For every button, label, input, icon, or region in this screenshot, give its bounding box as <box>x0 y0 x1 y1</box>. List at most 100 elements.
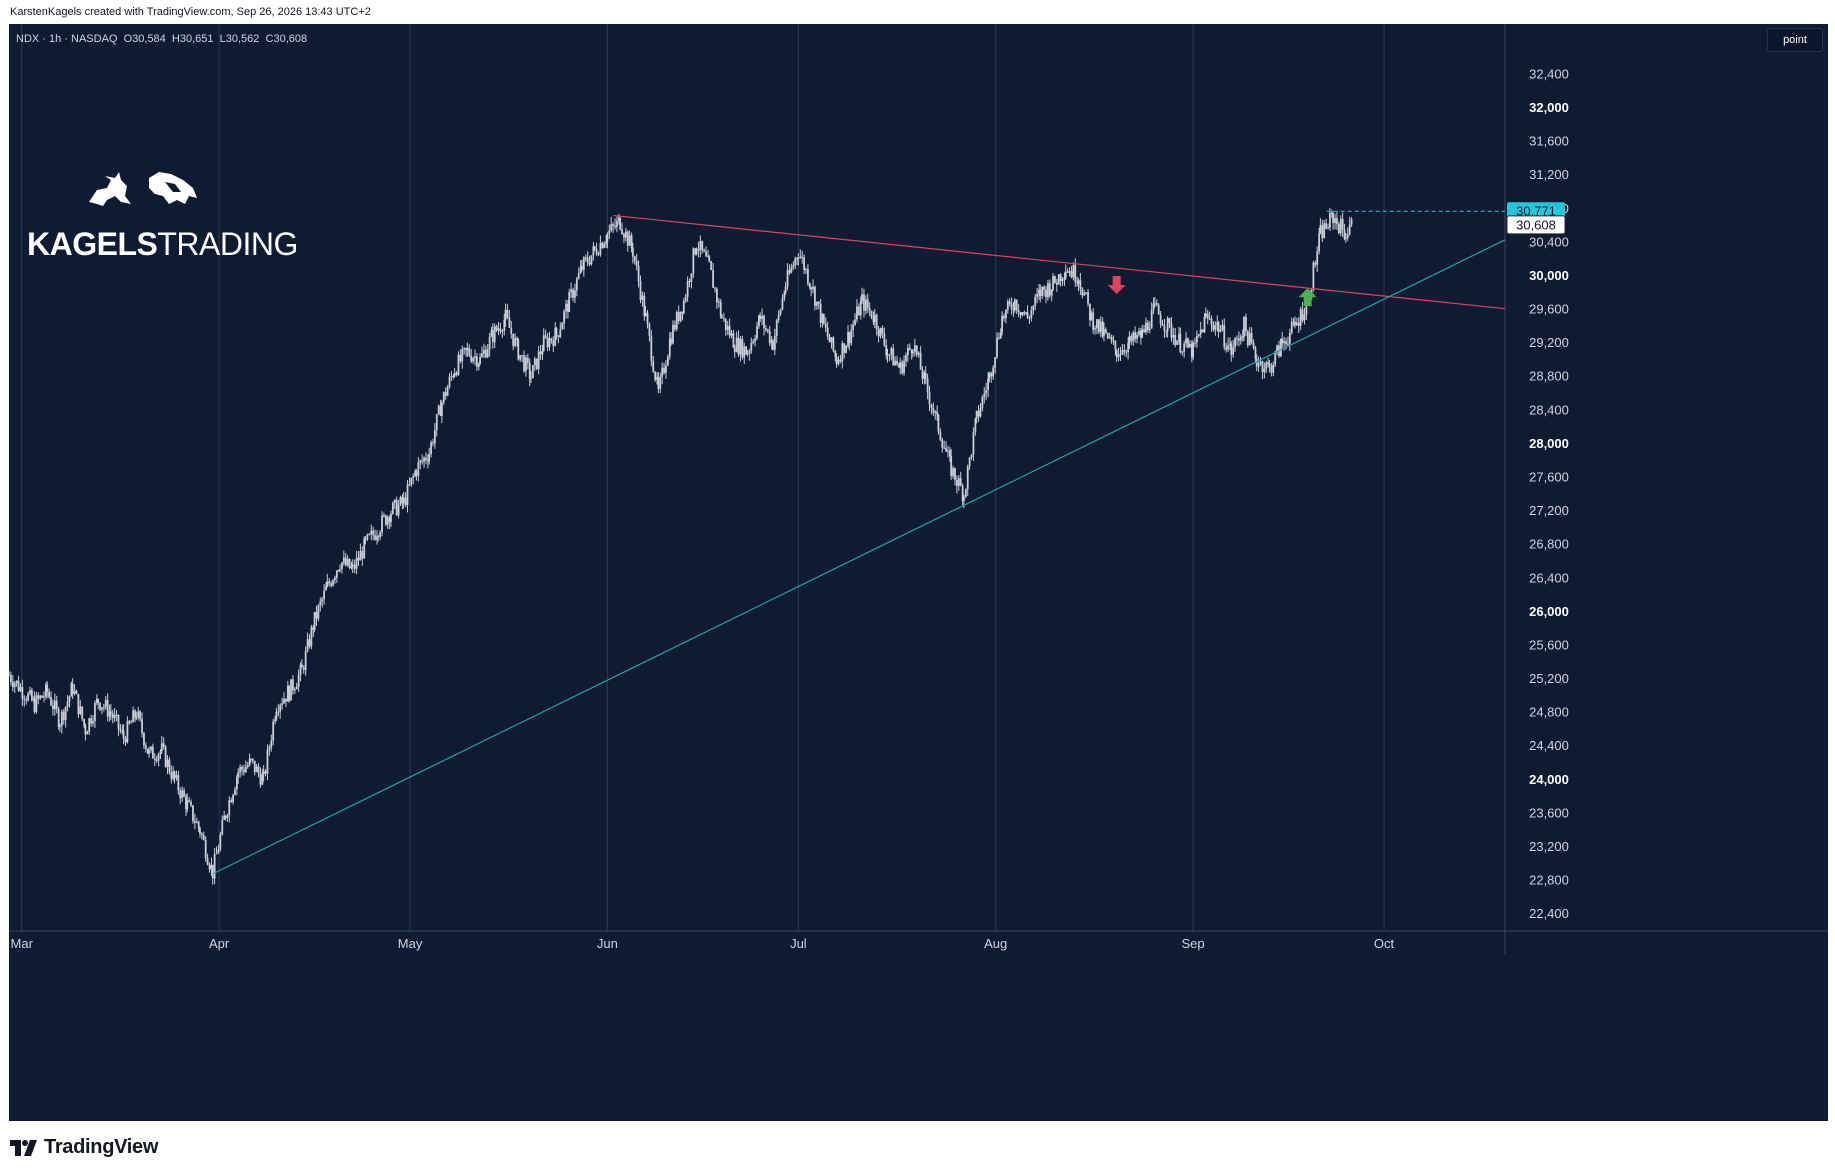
candle-body <box>474 356 476 359</box>
candle-body <box>788 270 791 273</box>
candle-body <box>1230 343 1233 355</box>
y-tick-label: 32,400 <box>1529 66 1569 81</box>
candle-body <box>323 590 326 599</box>
bull-bear-icon <box>89 172 197 206</box>
candle-body <box>595 249 598 255</box>
candle-body <box>877 329 880 337</box>
candle-body <box>1212 324 1215 330</box>
candle-body <box>1323 223 1326 239</box>
candle-body <box>1083 292 1086 296</box>
candle-body <box>1188 343 1191 348</box>
chart-panel[interactable]: 22,400 22,800 23,200 23,600 24,000 24,400 24,8… <box>9 24 1828 1121</box>
candle-body <box>71 683 74 694</box>
candle-body <box>279 705 282 712</box>
candle-body <box>999 332 1002 339</box>
candle-body <box>108 711 111 717</box>
candle-body <box>1259 361 1262 364</box>
candle-body <box>608 230 611 234</box>
candle-body <box>52 705 54 710</box>
candle-body <box>199 828 201 834</box>
candle-body <box>554 328 557 346</box>
candle-body <box>151 746 154 759</box>
candle-body <box>616 220 618 227</box>
candle-body <box>306 639 309 651</box>
candle-body <box>1254 347 1257 359</box>
candle-body <box>236 777 238 790</box>
candle-body <box>46 684 49 692</box>
candle-body <box>1074 265 1077 283</box>
resistance-trendline[interactable] <box>613 214 1506 310</box>
candle-body <box>899 362 902 368</box>
candle-body <box>1090 312 1093 320</box>
candle-body <box>741 338 744 358</box>
candle-body <box>961 485 964 502</box>
candle-body <box>1195 336 1198 343</box>
candle-body <box>533 358 536 366</box>
candle-body <box>186 800 189 810</box>
candle-body <box>246 765 249 768</box>
candle-body <box>1350 219 1353 225</box>
candle-body <box>261 774 264 785</box>
candle-body <box>737 337 740 355</box>
candle-body <box>879 327 882 337</box>
candle-body <box>557 335 560 337</box>
candle-body <box>1214 325 1217 330</box>
arrow-up-icon[interactable] <box>1298 288 1317 307</box>
candle-body <box>1054 276 1056 283</box>
candle-body <box>153 758 156 760</box>
candle-body <box>1032 305 1035 311</box>
candle-body <box>728 325 731 336</box>
candle-body <box>272 721 275 741</box>
candle-body <box>1097 319 1100 332</box>
candle-body <box>1183 343 1186 352</box>
candle-body <box>408 484 411 486</box>
candle-body <box>1094 328 1096 330</box>
candle-body <box>226 815 229 819</box>
candle-body <box>1176 340 1179 345</box>
candle-body <box>790 267 793 273</box>
arrow-down-icon[interactable] <box>1107 276 1126 295</box>
candle-body <box>1019 312 1022 316</box>
price-chart[interactable]: 22,400 22,800 23,200 23,600 24,000 24,400 24,8… <box>9 24 1828 1121</box>
candle-body <box>377 536 380 538</box>
candle-body <box>514 338 516 346</box>
candle-body <box>404 497 407 506</box>
candle-body <box>442 392 445 403</box>
candle-body <box>808 283 811 288</box>
candle-body <box>822 314 825 324</box>
candle-body <box>399 497 402 505</box>
candle-body <box>966 466 969 490</box>
candle-body <box>1012 309 1015 311</box>
candle-body <box>141 719 143 734</box>
candle-body <box>414 471 417 477</box>
candle-body <box>488 336 491 350</box>
candle-body <box>759 315 762 320</box>
candle-body <box>832 337 835 351</box>
candle-body <box>948 450 951 456</box>
candle-body <box>33 698 36 713</box>
candle-body <box>188 800 191 803</box>
scale-unit-button[interactable]: point <box>1767 28 1823 52</box>
y-tick-label: 32,000 <box>1529 100 1569 115</box>
candle-body <box>228 800 231 816</box>
candle-body <box>1006 301 1009 310</box>
candle-body <box>1092 312 1095 330</box>
candle-body <box>381 515 383 533</box>
candle-body <box>432 442 434 444</box>
candle-body <box>673 324 676 330</box>
candle-body <box>894 360 897 366</box>
candle-body <box>977 410 980 417</box>
candle-body <box>528 362 531 379</box>
candle-body <box>745 346 748 355</box>
candle-body <box>88 718 91 732</box>
candle-body <box>241 766 243 770</box>
support-trendline[interactable] <box>212 239 1506 875</box>
candle-body <box>644 312 647 316</box>
candle-body <box>292 679 294 691</box>
candle-body <box>92 720 94 724</box>
candle-body <box>777 314 780 321</box>
candle-body <box>379 532 382 538</box>
candle-body <box>1134 332 1137 339</box>
candle-body <box>290 679 292 701</box>
candle-body <box>530 378 532 380</box>
